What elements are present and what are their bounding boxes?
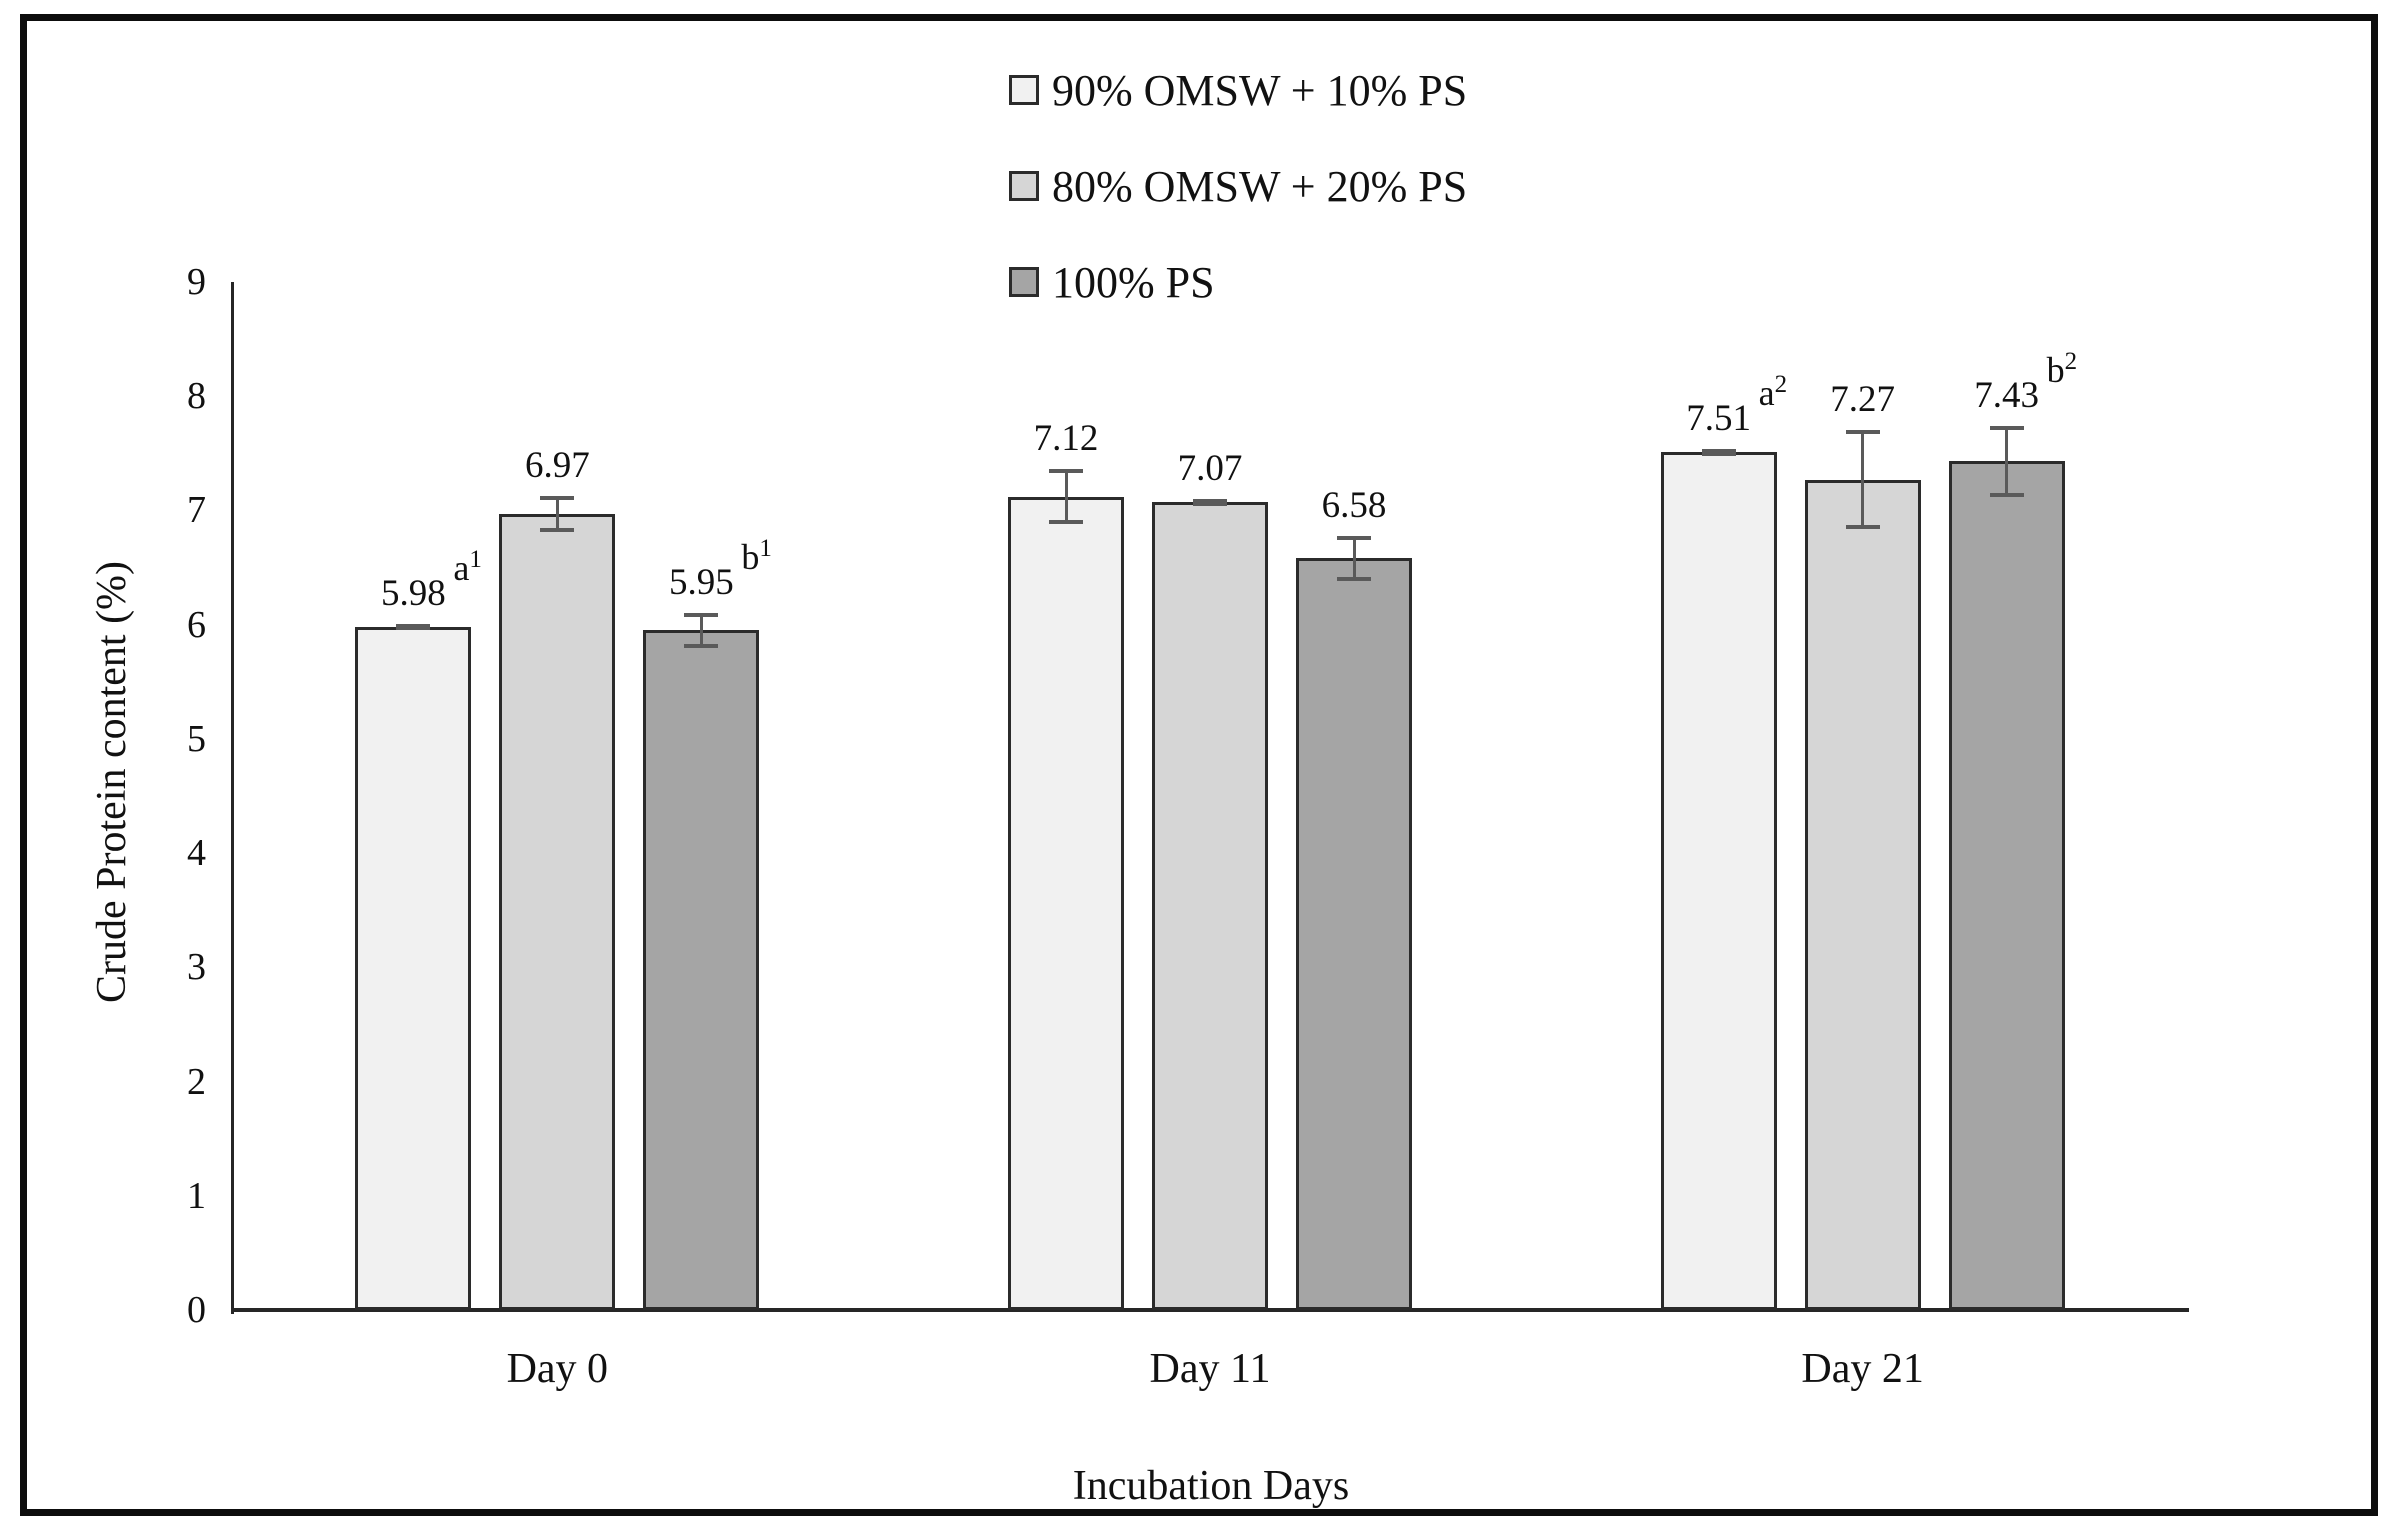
error-bar-cap xyxy=(1845,430,1880,435)
legend-swatch xyxy=(1009,171,1039,201)
y-tick-label: 9 xyxy=(187,261,206,303)
bar xyxy=(1804,479,1921,1310)
error-bar-line xyxy=(2005,425,2009,497)
bar xyxy=(499,513,616,1310)
error-bar-cap xyxy=(1337,535,1371,540)
error-bar-cap xyxy=(1701,451,1736,456)
error-bar-cap xyxy=(1337,577,1371,582)
bar-annotation: b1 xyxy=(741,535,772,578)
error-bar-cap xyxy=(1845,524,1880,529)
bar-value-label: 7.27 xyxy=(1830,379,1896,421)
y-tick-label: 5 xyxy=(187,717,206,760)
bar-value-label: 5.95 xyxy=(668,562,734,604)
error-bar-cap xyxy=(1989,492,2024,497)
y-tick-label: 7 xyxy=(187,489,206,532)
error-bar xyxy=(1701,448,1736,456)
error-bar xyxy=(684,613,719,648)
bar xyxy=(1296,558,1412,1310)
error-bar-line xyxy=(1861,430,1865,529)
error-bar-cap xyxy=(1049,520,1083,525)
bar-value-label: 7.51 xyxy=(1686,397,1752,439)
legend-item: 80% OMSW + 20% PS xyxy=(1009,161,1468,211)
y-tick-label: 4 xyxy=(187,832,206,875)
bar-annotation-sup: 2 xyxy=(2064,347,2078,375)
error-bar-line xyxy=(699,613,703,648)
error-bar-cap xyxy=(1193,501,1227,506)
y-tick-label: 8 xyxy=(187,375,206,418)
legend-label: 90% OMSW + 10% PS xyxy=(1052,65,1468,115)
y-axis-line xyxy=(231,282,234,1314)
bar xyxy=(1948,461,2065,1310)
x-category-label: Day 0 xyxy=(506,1346,609,1392)
y-tick-label: 6 xyxy=(187,603,206,646)
error-bar xyxy=(1989,425,2024,497)
error-bar-cap xyxy=(396,626,431,631)
x-category-label: Day 21 xyxy=(1801,1346,1924,1392)
bar xyxy=(355,626,472,1310)
y-tick-label: 0 xyxy=(187,1289,206,1331)
error-bar xyxy=(1845,430,1880,529)
legend-label: 80% OMSW + 20% PS xyxy=(1052,161,1468,211)
error-bar-line xyxy=(1064,469,1068,525)
error-bar-cap xyxy=(684,613,719,618)
error-bar-cap xyxy=(540,528,575,533)
bar xyxy=(1008,496,1124,1310)
bar-value-label: 7.43 xyxy=(1974,374,2040,416)
bar xyxy=(1152,502,1268,1310)
y-tick-label: 3 xyxy=(187,946,206,989)
error-bar-cap xyxy=(1049,469,1083,474)
x-axis-line xyxy=(231,1308,2189,1312)
error-bar-cap xyxy=(1989,425,2024,430)
error-bar-line xyxy=(555,495,559,533)
y-tick-label: 2 xyxy=(187,1060,206,1103)
bar-value-label: 6.58 xyxy=(1321,484,1387,526)
error-bar xyxy=(1193,499,1227,506)
bar-annotation: b2 xyxy=(2046,347,2078,390)
error-bar xyxy=(396,623,431,631)
error-bar-cap xyxy=(1193,499,1227,504)
x-axis-title: Incubation Days xyxy=(1072,1463,1350,1509)
bar-value-label: 6.97 xyxy=(524,444,590,486)
bar-annotation-sup: 2 xyxy=(1774,370,1788,398)
bar-annotation-sup: 1 xyxy=(759,535,772,563)
legend-swatch xyxy=(1009,75,1039,105)
legend-swatch xyxy=(1009,267,1039,297)
error-bar xyxy=(1337,535,1371,582)
error-bar-cap xyxy=(684,643,719,648)
legend-item: 90% OMSW + 10% PS xyxy=(1009,65,1468,115)
legend-item: 100% PS xyxy=(1009,257,1215,307)
bar-value-label: 5.98 xyxy=(380,572,446,614)
bar-annotation-sup: 1 xyxy=(469,545,482,573)
bar xyxy=(1660,452,1777,1310)
error-bar-cap xyxy=(1701,448,1736,453)
bar-annotation: a2 xyxy=(1758,370,1788,413)
bar xyxy=(643,630,760,1310)
y-tick-label: 1 xyxy=(187,1174,206,1217)
error-bar xyxy=(540,495,575,533)
error-bar-line xyxy=(1352,535,1356,582)
error-bar-cap xyxy=(540,495,575,500)
error-bar xyxy=(1049,469,1083,525)
bar-value-label: 7.12 xyxy=(1033,418,1099,460)
bar-value-label: 7.07 xyxy=(1177,448,1243,490)
legend-label: 100% PS xyxy=(1052,257,1215,307)
error-bar-cap xyxy=(396,623,431,628)
x-category-label: Day 11 xyxy=(1149,1346,1271,1392)
bar-annotation: a1 xyxy=(453,545,482,588)
